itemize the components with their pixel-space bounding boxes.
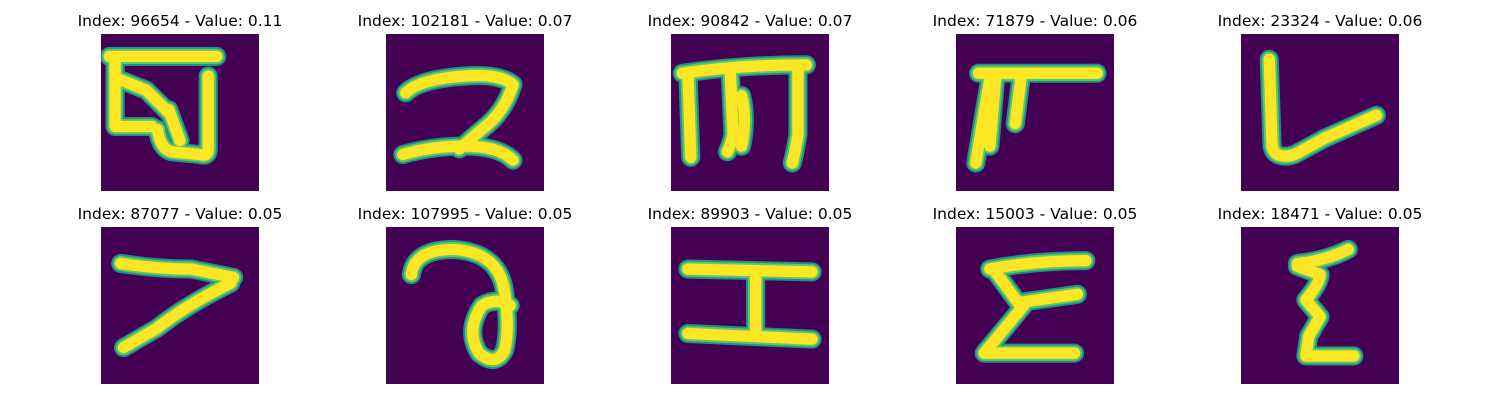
panel-title: Index: 89903 - Value: 0.05 [647,205,853,223]
glyph-pa [966,63,1107,173]
glyph-epsilon [974,251,1096,363]
panel-title: Index: 15003 - Value: 0.05 [932,205,1138,223]
glyph-image [671,34,829,191]
glyph-image [386,34,544,191]
glyph-i-beam [678,259,822,349]
panel-title: Index: 18471 - Value: 0.05 [1217,205,1423,223]
panel-title: Index: 102181 - Value: 0.07 [357,12,573,30]
glyph-xi [1287,239,1364,366]
panel-title: Index: 87077 - Value: 0.05 [77,205,283,223]
glyph-image [956,34,1114,191]
panel-title: Index: 23324 - Value: 0.06 [1217,12,1423,30]
glyph-la [1259,49,1387,166]
panel-title: Index: 107995 - Value: 0.05 [357,205,573,223]
glyph-m [672,55,817,173]
glyph-image [101,34,259,191]
glyph-image [101,227,259,384]
glyph-two [393,65,523,170]
glyph-ra [401,239,520,369]
glyph-image [1241,227,1399,384]
glyph-seven [111,253,244,358]
glyph-ga [101,46,227,165]
panel-title: Index: 90842 - Value: 0.07 [647,12,853,30]
glyph-image [956,227,1114,384]
glyph-image [671,227,829,384]
glyph-image [1241,34,1399,191]
panel-title: Index: 71879 - Value: 0.06 [932,12,1138,30]
glyph-image [386,227,544,384]
panel-title: Index: 96654 - Value: 0.11 [77,12,283,30]
